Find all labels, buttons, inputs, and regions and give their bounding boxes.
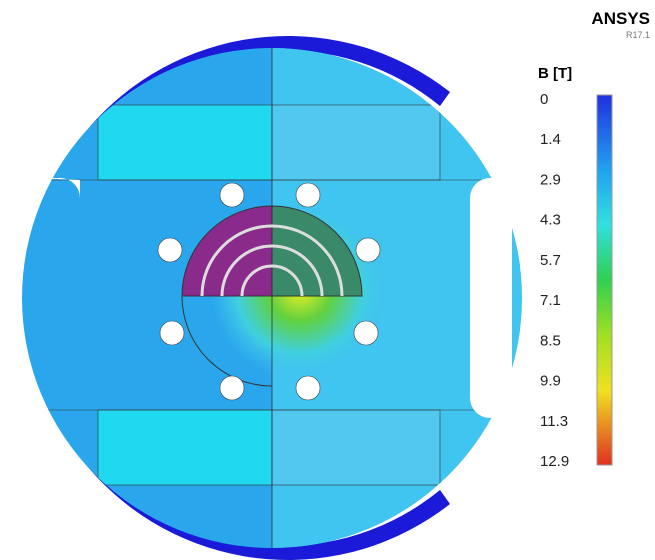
legend-label: 0 (540, 91, 548, 108)
legend-label: 5.7 (540, 252, 561, 269)
legend-label: 2.9 (540, 171, 561, 188)
legend-label: 4.3 (540, 212, 561, 229)
color-bar (596, 94, 613, 466)
legend-label: 8.5 (540, 332, 561, 349)
brand: ANSYS (591, 9, 650, 28)
legend-label: 1.4 (540, 131, 561, 148)
geometry (22, 35, 522, 560)
legend-label: 12.9 (540, 453, 569, 470)
legend-label: 7.1 (540, 292, 561, 309)
legend-label: 11.3 (540, 413, 568, 430)
version: R17.1 (626, 30, 650, 40)
legend-label: 9.9 (540, 373, 561, 390)
legend-title: B [T] (538, 65, 572, 82)
legend-labels: 0 1.4 2.9 4.3 5.7 7.1 8.5 9.9 11.3 12.9 (540, 91, 569, 470)
